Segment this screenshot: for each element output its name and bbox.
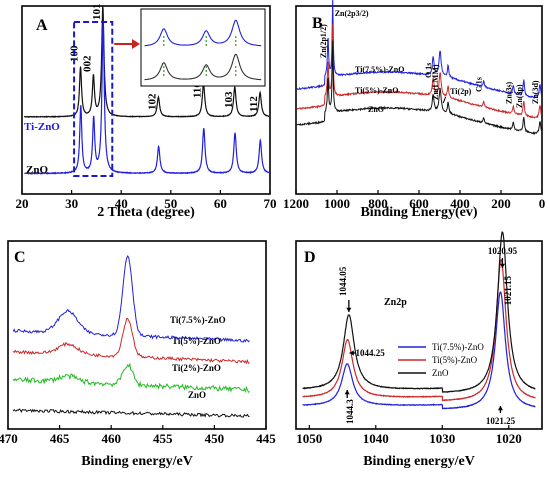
panel-a-highlight-box — [73, 21, 114, 177]
panel-d-label: D — [304, 249, 316, 266]
panel-a-tick-label: 40 — [115, 196, 128, 211]
panel-d: D Zn2p 1050 1040 1030 1020 1044.05 1044.25 10… — [295, 231, 543, 469]
panel-a-series-zno — [23, 6, 270, 119]
panel-b-tick-label: 1200 — [283, 196, 309, 211]
panel-d-series-ti-7-5-zno — [302, 291, 536, 410]
panel-a-label: A — [36, 17, 48, 34]
panel-d-frame — [295, 240, 543, 430]
panel-a-tick-label: 60 — [214, 196, 227, 211]
panel-b-tick-label: 200 — [491, 196, 511, 211]
panel-a-peak-label: 102 — [146, 93, 158, 110]
panel-d-series-zno — [302, 231, 536, 393]
panel-c-tick-label: 460 — [101, 431, 121, 446]
panel-a-frame — [21, 5, 271, 195]
panel-c-series-zno — [12, 408, 250, 418]
panel-c-series-ti-5-zno — [12, 317, 250, 365]
panel-b-peak-annotation: Ti(2p) — [450, 87, 472, 96]
panel-d-peak-annotation: 1021.15 — [503, 276, 513, 306]
panel-c-tick-label: 445 — [256, 431, 276, 446]
panel-d-peak-annotation: 1044.05 — [338, 266, 348, 296]
panel-b-peak-annotation: Zn(3s) — [504, 81, 513, 104]
panel-a-inset-series — [144, 19, 262, 47]
panel-b-series-label: Ti(5%)-ZnO — [355, 86, 398, 95]
panel-d-legend-label: ZnO — [432, 368, 449, 378]
panel-d-peak-annotation: 1020.95 — [488, 246, 518, 256]
panel-b-series-ti-7-5-zno — [296, 0, 542, 100]
panel-a-inset-frame — [140, 8, 266, 87]
panel-c-series-label: Ti(7.5%)-ZnO — [170, 315, 226, 325]
panel-b-peak-annotation: Zn(2p1/2) — [319, 24, 328, 58]
panel-d-annotation-arrowhead — [499, 263, 506, 268]
panel-a-peak-label: 112 — [248, 96, 260, 112]
panel-b-label: B — [312, 15, 323, 32]
panel-c-frame — [7, 240, 267, 430]
panel-a-inset — [114, 8, 266, 87]
panel-d-peak-annotation: 1021.25 — [486, 416, 516, 426]
panel-b-peak-annotation: O 1s — [424, 63, 433, 78]
panel-c-series-label: ZnO — [188, 390, 206, 400]
panel-d-legend-label: Ti(5%)-ZnO — [432, 355, 478, 365]
panel-d-peak-annotation: 1044.25 — [356, 348, 386, 358]
panel-b-peak-annotation: Zn(3d) — [531, 80, 540, 104]
panel-d-peak-annotation: 1044.3 — [345, 399, 355, 424]
panel-b-tick-label: 800 — [368, 196, 388, 211]
panel-d-xlabel: Binding energy/eV — [363, 454, 475, 469]
panel-a-xlabel: 2 Theta (degree) — [97, 205, 195, 220]
panel-c: C 470 465 460 455 450 445 Ti(7.5%)-ZnO Ti(5%)-… — [0, 240, 276, 469]
panel-b-tick-label: 0 — [539, 196, 546, 211]
panel-c-tick-label: 455 — [153, 431, 173, 446]
panel-c-xlabel: Binding energy/eV — [81, 454, 193, 469]
panel-c-series-ti-7-5-zno — [12, 254, 250, 343]
panel-d-tick-label: 1040 — [363, 431, 389, 446]
panel-d-legend-label: Ti(7.5%)-ZnO — [432, 342, 484, 352]
panel-b: B 1200 1000 800 600 400 200 0 Ti(7.5%)-ZnO Ti(5… — [283, 0, 545, 220]
panel-d-tick-label: 1020 — [496, 431, 522, 446]
panel-a-legend-ti-zno: Ti-ZnO — [24, 121, 60, 133]
panel-d-title: Zn2p — [384, 297, 407, 308]
panel-a-peak-label: 101 — [91, 4, 103, 21]
panel-c-series-label: Ti(5%)-ZnO — [172, 336, 221, 346]
panel-d-tick-label: 1050 — [296, 431, 322, 446]
panel-a-tick-label: 30 — [65, 196, 78, 211]
panel-b-series-ti-5-zno — [296, 23, 542, 119]
panel-b-peak-annotation: Zn(3p) — [515, 84, 524, 108]
panel-a-tick-label: 20 — [16, 196, 29, 211]
panel-b-ti-arrow — [442, 96, 447, 104]
panel-a-legend-zno: ZnO — [26, 164, 48, 176]
panel-a-series-ti-zno — [24, 22, 269, 176]
panel-d-annotation-arrowhead — [497, 406, 504, 411]
panel-a-peak-label: 103 — [223, 91, 235, 108]
panel-a-tick-label: 70 — [264, 196, 277, 211]
panel-c-series-label: Ti(2%)-ZnO — [172, 363, 221, 373]
panel-b-tick-label: 600 — [409, 196, 429, 211]
panel-b-xlabel: Binding Energy(ev) — [360, 205, 477, 220]
panel-b-tick-label: 400 — [450, 196, 470, 211]
panel-c-tick-label: 470 — [0, 431, 18, 446]
panel-b-series-label: ZnO — [368, 105, 384, 114]
panel-c-label: C — [14, 249, 26, 266]
panel-b-tick-label: 1000 — [324, 196, 350, 211]
panel-b-series-zno — [296, 40, 542, 136]
panel-d-annotation-arrowhead — [344, 390, 350, 395]
panel-c-tick-label: 465 — [50, 431, 70, 446]
panel-d-annotation-arrowhead — [349, 350, 354, 356]
panel-b-peak-annotation: Zn(LMM) — [431, 64, 440, 100]
panel-a-arrow-head — [132, 39, 140, 49]
panel-a-tick-label: 50 — [164, 196, 177, 211]
panel-d-tick-label: 1030 — [429, 431, 455, 446]
panel-b-peak-annotation: Zn(2p3/2) — [335, 9, 369, 18]
panel-c-tick-label: 450 — [205, 431, 225, 446]
panel-b-series-label: Ti(7.5%)-ZnO — [355, 65, 404, 74]
panel-c-series-ti-2-zno — [12, 362, 250, 394]
panel-a-peak-label: 002 — [81, 55, 93, 72]
panel-a-inset-series — [144, 53, 262, 81]
panel-d-annotation-arrowhead — [346, 307, 352, 312]
panel-b-peak-annotation: C 1s — [475, 77, 484, 92]
